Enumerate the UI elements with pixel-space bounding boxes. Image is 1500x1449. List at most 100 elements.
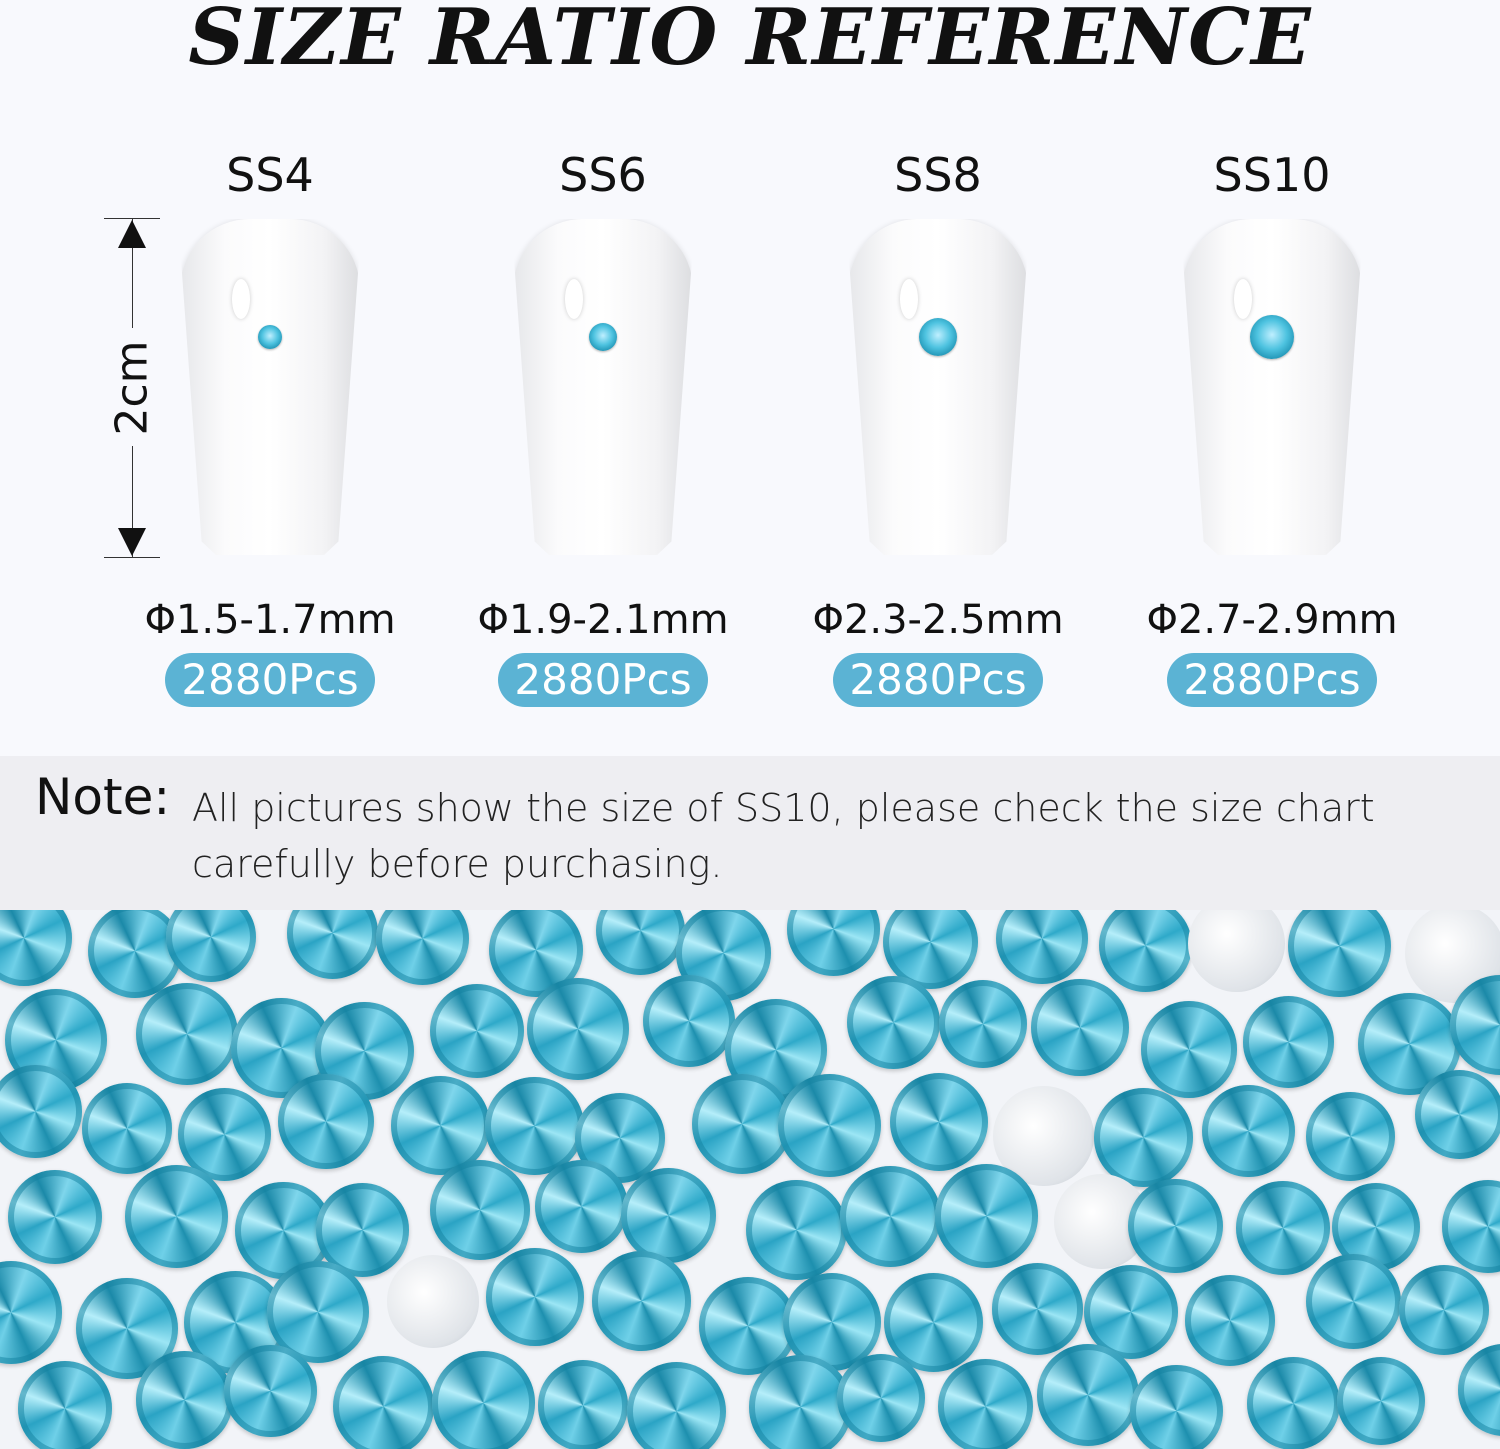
ruler-line xyxy=(132,218,133,328)
rhinestone xyxy=(938,1359,1034,1449)
diameter: Φ2.7-2.9mm xyxy=(1146,597,1398,643)
count-badge: 2880Pcs xyxy=(833,653,1043,707)
rhinestone xyxy=(596,910,686,975)
arrow-down-icon xyxy=(118,528,146,556)
rhinestone xyxy=(991,1263,1084,1356)
rhinestone-sample xyxy=(919,318,957,356)
size-name: SS4 xyxy=(226,148,314,202)
rhinestone xyxy=(376,910,470,986)
page-title: SIZE RATIO REFERENCE xyxy=(188,0,1312,83)
rhinestone xyxy=(1202,1084,1295,1178)
rhinestone xyxy=(177,1087,272,1182)
rhinestone xyxy=(1236,1181,1330,1275)
rhinestone xyxy=(782,1272,881,1371)
rhinestone xyxy=(996,910,1089,985)
diameter: Φ1.5-1.7mm xyxy=(144,597,396,643)
arrow-up-icon xyxy=(118,220,146,248)
rhinestone xyxy=(0,1065,82,1158)
size-name: SS6 xyxy=(559,148,647,202)
rhinestone xyxy=(839,1165,941,1268)
size-column-ss10: SS10 Φ2.7-2.9mm 2880Pcs xyxy=(1105,145,1439,707)
rhinestone xyxy=(165,910,256,983)
rhinestone xyxy=(267,1260,370,1363)
rhinestone xyxy=(1094,1088,1193,1187)
rhinestone xyxy=(430,1160,530,1260)
nail-shine xyxy=(900,279,918,319)
rhinestone xyxy=(1128,1179,1223,1274)
rhinestone xyxy=(1184,1275,1275,1366)
size-name: SS10 xyxy=(1213,148,1331,202)
rhinestone xyxy=(846,975,941,1070)
rhinestone xyxy=(1247,1357,1340,1449)
size-column-ss8: SS8 Φ2.3-2.5mm 2880Pcs xyxy=(771,145,1105,707)
rhinestone xyxy=(224,1344,317,1438)
rhinestone-sample xyxy=(589,323,617,351)
nail-tip xyxy=(848,219,1028,555)
rhinestone xyxy=(125,1164,228,1268)
rhinestone xyxy=(777,1073,881,1177)
rhinestone xyxy=(691,1073,792,1174)
note-label: Note: xyxy=(35,768,171,826)
ruler-tick-bottom xyxy=(104,557,160,558)
rhinestone xyxy=(0,1261,63,1364)
rhinestone xyxy=(1415,1070,1500,1160)
rhinestone-photo xyxy=(0,910,1500,1449)
rhinestone xyxy=(1030,978,1129,1077)
rhinestone xyxy=(7,1169,102,1264)
diameter: Φ2.3-2.5mm xyxy=(812,597,1064,643)
rhinestone xyxy=(748,1355,853,1449)
count-badge: 2880Pcs xyxy=(1167,653,1377,707)
rhinestone xyxy=(135,982,238,1085)
nail-tip xyxy=(513,219,693,555)
rhinestone xyxy=(135,1351,233,1449)
rhinestone xyxy=(431,1351,536,1449)
rhinestone xyxy=(1287,910,1391,998)
rhinestone xyxy=(1140,1001,1238,1098)
nail-shine xyxy=(1234,279,1252,319)
rhinestone xyxy=(538,1360,629,1449)
size-column-ss6: SS6 Φ1.9-2.1mm 2880Pcs xyxy=(436,145,770,707)
rhinestone xyxy=(1305,1254,1401,1350)
note-band: Note: All pictures show the size of SS10… xyxy=(0,756,1500,910)
rhinestone xyxy=(934,1164,1039,1268)
rhinestone xyxy=(429,983,525,1079)
rhinestone xyxy=(643,975,736,1068)
rhinestone xyxy=(278,1073,374,1170)
size-name: SS8 xyxy=(894,148,982,202)
rhinestone xyxy=(333,1356,435,1449)
diameter: Φ1.9-2.1mm xyxy=(477,597,729,643)
rhinestone-back xyxy=(1187,910,1285,993)
rhinestone xyxy=(526,977,629,1080)
rhinestone xyxy=(1457,1343,1500,1436)
rhinestone-sample xyxy=(258,325,282,349)
rhinestone xyxy=(1306,1092,1396,1182)
rhinestone xyxy=(81,1083,173,1174)
height-ruler: 2cm xyxy=(104,218,160,558)
count-badge: 2880Pcs xyxy=(165,653,375,707)
rhinestone-back xyxy=(387,1255,480,1348)
rhinestone xyxy=(485,1076,584,1175)
rhinestone xyxy=(786,910,881,976)
rhinestone xyxy=(315,1183,409,1277)
rhinestone xyxy=(884,1272,984,1372)
rhinestone xyxy=(535,1160,629,1254)
rhinestone xyxy=(87,910,183,998)
rhinestone xyxy=(1441,1180,1500,1274)
rhinestone xyxy=(1037,1343,1140,1446)
rhinestone xyxy=(889,1073,988,1172)
size-column-ss4: SS4 Φ1.5-1.7mm 2880Pcs xyxy=(103,145,437,707)
count-badge: 2880Pcs xyxy=(498,653,708,707)
nail-tip xyxy=(1182,219,1362,555)
rhinestone xyxy=(746,1179,847,1281)
ruler-line xyxy=(132,446,133,557)
rhinestone xyxy=(837,1353,926,1443)
nail-shine xyxy=(232,279,250,319)
rhinestone xyxy=(1336,1356,1426,1446)
note-text: All pictures show the size of SS10, plea… xyxy=(192,786,1375,886)
rhinestone xyxy=(17,1361,112,1449)
rhinestone xyxy=(0,910,72,987)
rhinestone-sample xyxy=(1250,315,1294,359)
nail-tip xyxy=(180,219,360,555)
rhinestone xyxy=(939,980,1028,1069)
rhinestone xyxy=(486,1248,584,1346)
